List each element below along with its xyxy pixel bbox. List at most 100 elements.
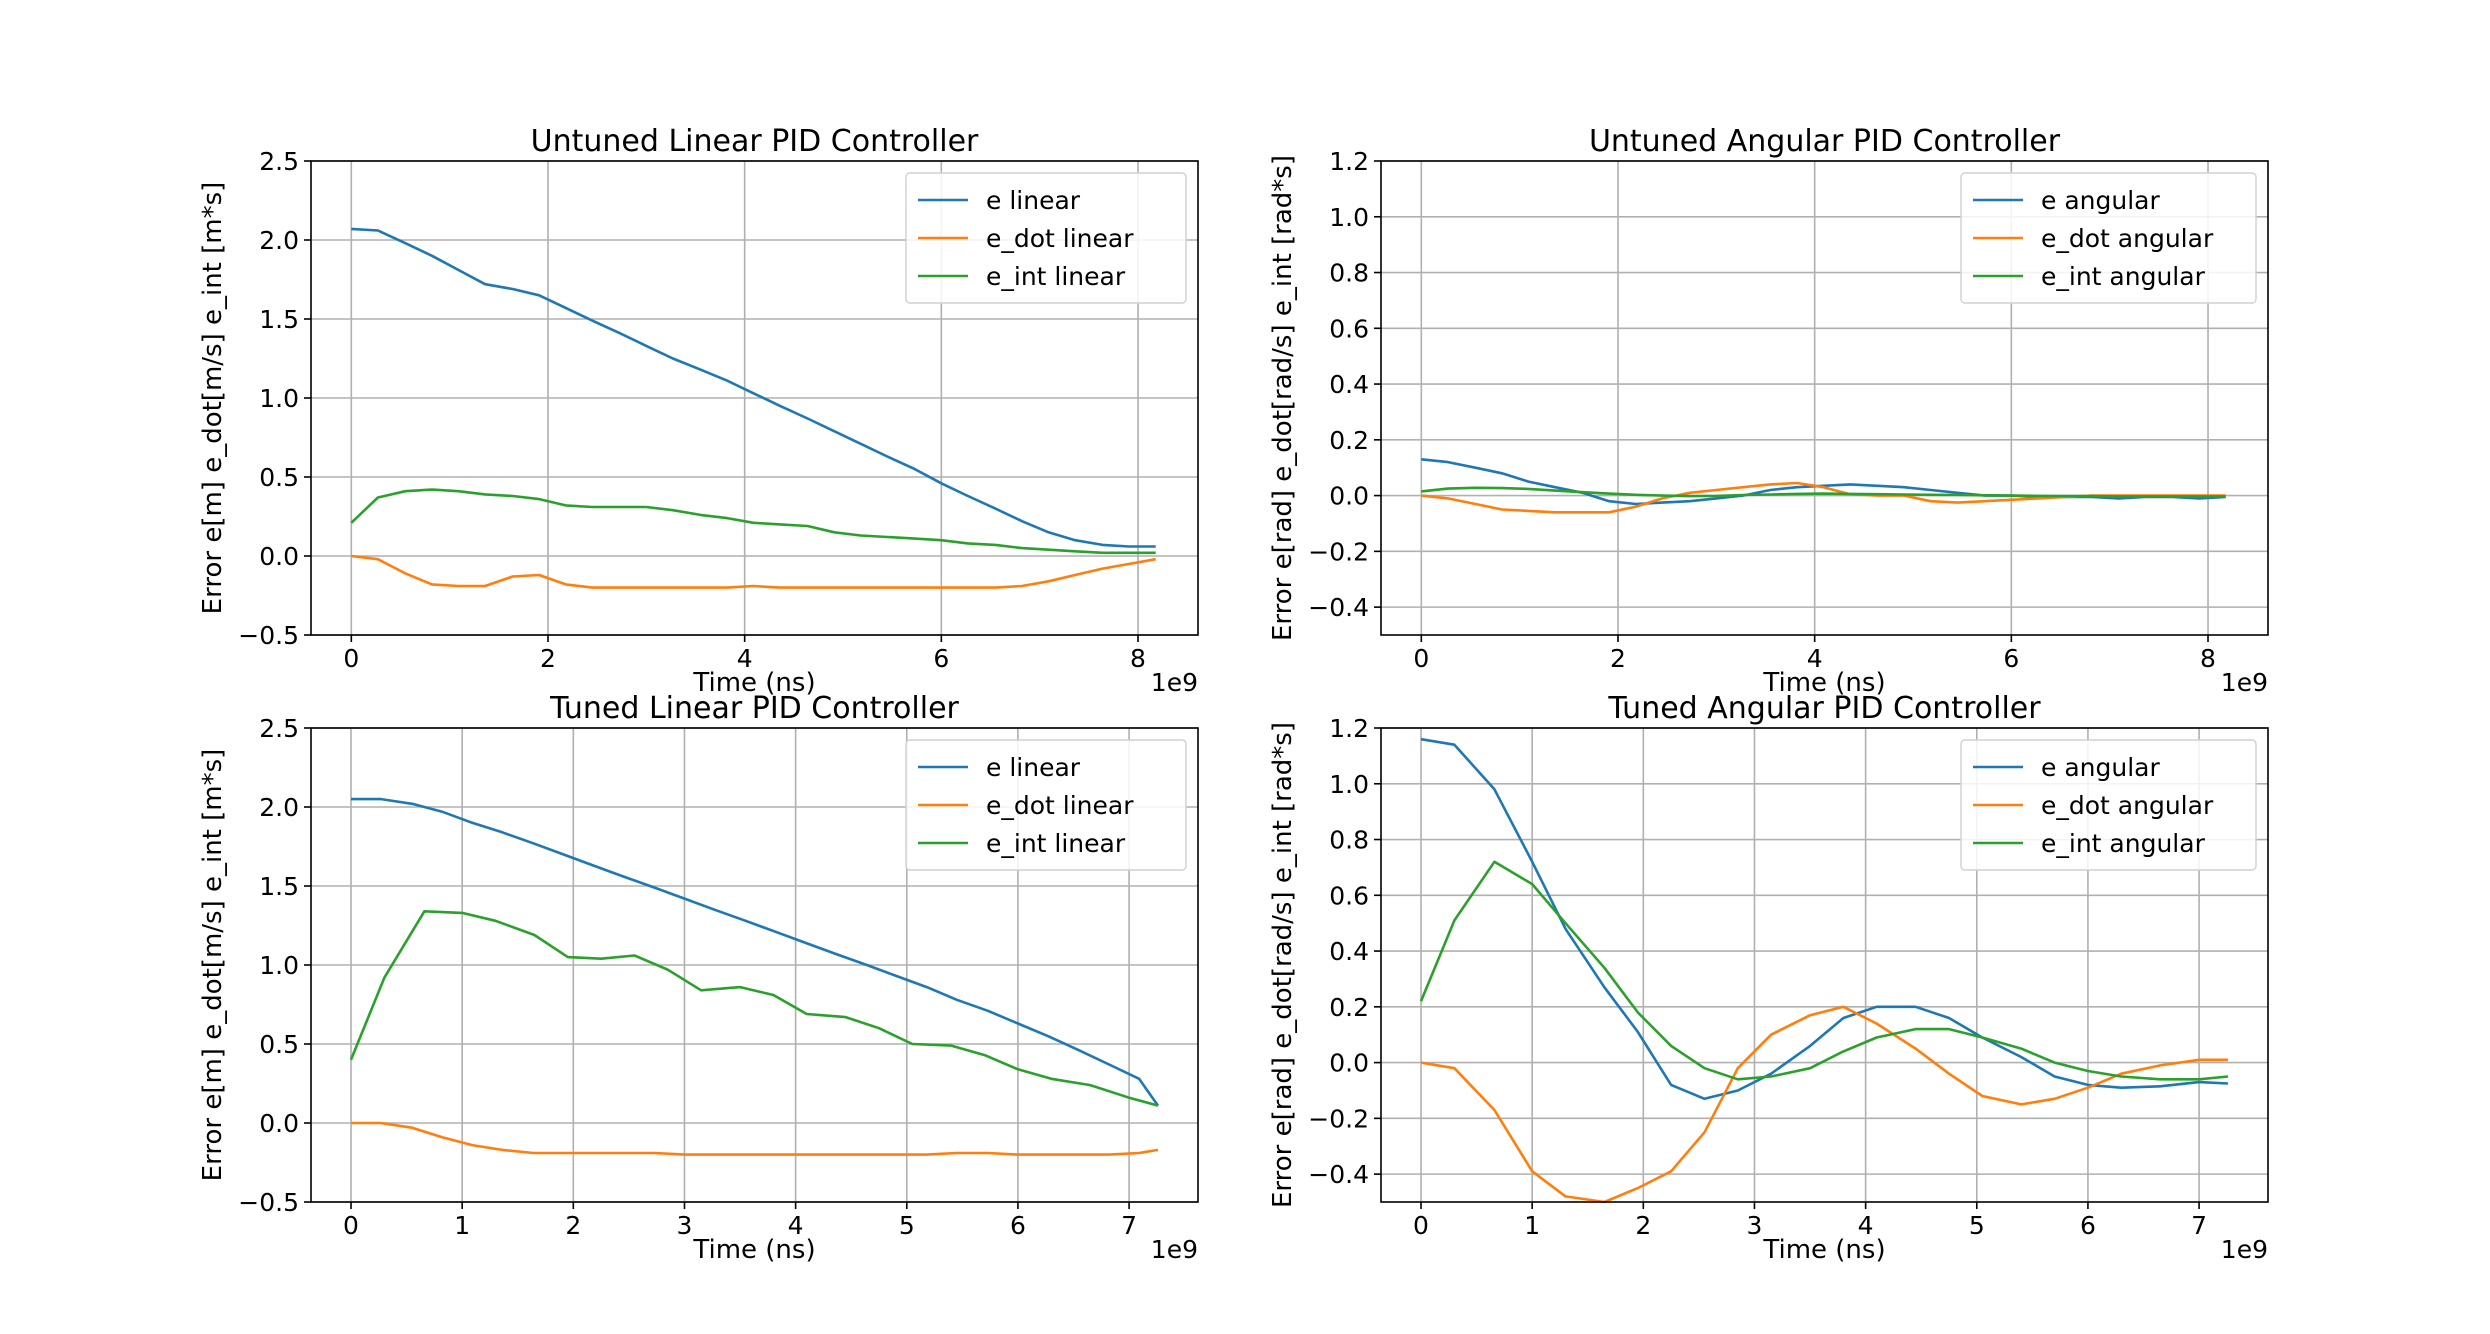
- y-tick-label: 0.5: [259, 463, 299, 492]
- legend: e linear e_dot linear e_int linear: [905, 739, 1187, 871]
- x-tick-label: 1: [454, 1211, 470, 1240]
- x-tick-label: 6: [933, 644, 949, 673]
- x-axis-multiplier: 1e9: [2221, 1235, 2268, 1264]
- y-tick-label: −0.4: [1308, 1160, 1369, 1189]
- legend-label: e_dot angular: [2041, 224, 2214, 253]
- plot-area: 0 2 4 6 8 −0.4 −0.2 0.0 0.2 0.4 0.6 0.8 1.0 1.2 e angu…: [1308, 147, 2269, 673]
- x-tick-label: 0: [343, 1211, 359, 1240]
- x-tick-label: 5: [899, 1211, 915, 1240]
- y-tick-label: 0.5: [259, 1030, 299, 1059]
- legend-box: [1960, 739, 2257, 871]
- x-tick-label: 8: [1130, 644, 1146, 673]
- y-tick-label: 0.0: [259, 1109, 299, 1138]
- legend-label: e_dot linear: [986, 791, 1134, 820]
- x-tick-label: 2: [540, 644, 556, 673]
- y-axis-label: Error e[rad] e_dot[rad/s] e_int [rad*s]: [1268, 155, 1298, 641]
- series-line-3: [1421, 486, 2226, 498]
- y-tick-label: 0.4: [1329, 937, 1369, 966]
- y-tick-label: 2.0: [259, 793, 299, 822]
- plot-area: 0 2 4 6 8 −0.5 0.0 0.5 1.0 1.5 2.0 2.5 e linear e_dot…: [238, 147, 1199, 673]
- legend-label: e angular: [2041, 753, 2160, 782]
- x-axis-multiplier: 1e9: [1151, 668, 1198, 697]
- y-tick-label: 0.4: [1329, 370, 1369, 399]
- y-tick-label: 0.8: [1329, 826, 1369, 855]
- x-tick-label: 5: [1969, 1211, 1985, 1240]
- x-tick-label: 6: [1010, 1211, 1026, 1240]
- x-axis-multiplier: 1e9: [2221, 668, 2268, 697]
- y-tick-label: 0.0: [1329, 1049, 1369, 1078]
- legend-label: e_int linear: [986, 262, 1126, 291]
- y-tick-label: −0.4: [1308, 593, 1369, 622]
- x-tick-label: 2: [1635, 1211, 1651, 1240]
- subplot-title: Tuned Linear PID Controller: [549, 691, 959, 726]
- y-tick-label: 1.5: [259, 305, 299, 334]
- x-axis-multiplier: 1e9: [1151, 1235, 1198, 1264]
- legend: e angular e_dot angular e_int angular: [1960, 172, 2257, 304]
- legend-label: e linear: [986, 186, 1081, 215]
- y-tick-label: 1.2: [1329, 147, 1369, 176]
- y-tick-label: 1.0: [259, 384, 299, 413]
- series-line-3: [1419, 860, 2229, 1081]
- x-tick-label: 0: [1413, 1211, 1429, 1240]
- series-line-1: [351, 227, 1156, 548]
- x-tick-label: 4: [788, 1211, 804, 1240]
- series-line-2: [351, 554, 1156, 589]
- legend-label: e_int angular: [2041, 829, 2206, 858]
- x-tick-label: 3: [677, 1211, 693, 1240]
- y-tick-label: −0.2: [1308, 537, 1369, 566]
- x-axis-label: Time (ns): [692, 668, 815, 698]
- subplot-title: Untuned Linear PID Controller: [531, 124, 979, 159]
- y-axis-label: Error e[m] e_dot[m/s] e_int [m*s]: [198, 182, 228, 615]
- x-tick-label: 2: [1610, 644, 1626, 673]
- x-tick-label: 4: [1807, 644, 1823, 673]
- x-tick-label: 7: [1121, 1211, 1137, 1240]
- subplot-tuned-angular: 0 1 2 3 4 5 6 7 −0.4 −0.2 0.0 0.2 0.4 0.6 0.8 1.0 1.2 e a…: [1268, 691, 2269, 1265]
- y-tick-label: 2.5: [259, 147, 299, 176]
- y-axis-label: Error e[rad] e_dot[rad/s] e_int [rad*s]: [1268, 722, 1298, 1208]
- y-tick-label: 2.0: [259, 226, 299, 255]
- x-axis-label: Time (ns): [1762, 1235, 1885, 1265]
- subplot-untuned-linear: 0 2 4 6 8 −0.5 0.0 0.5 1.0 1.5 2.0 2.5 e linear e_dot…: [198, 124, 1199, 698]
- legend-label: e_int linear: [986, 829, 1126, 858]
- x-tick-label: 0: [343, 644, 359, 673]
- y-tick-label: 1.0: [259, 951, 299, 980]
- subplot-title: Untuned Angular PID Controller: [1589, 124, 2061, 159]
- legend-box: [1960, 172, 2257, 304]
- y-tick-label: −0.5: [238, 1188, 299, 1217]
- legend-label: e linear: [986, 753, 1081, 782]
- y-tick-label: 2.5: [259, 714, 299, 743]
- y-tick-label: −0.5: [238, 621, 299, 650]
- series-line-3: [350, 488, 1156, 555]
- plot-area: 0 1 2 3 4 5 6 7 −0.4 −0.2 0.0 0.2 0.4 0.6 0.8 1.0 1.2 e a…: [1308, 714, 2269, 1240]
- subplot-title: Tuned Angular PID Controller: [1607, 691, 2041, 726]
- y-tick-label: 1.5: [259, 872, 299, 901]
- y-tick-label: 0.0: [1329, 482, 1369, 511]
- legend: e linear e_dot linear e_int linear: [905, 172, 1187, 304]
- y-tick-label: 0.2: [1329, 993, 1369, 1022]
- subplot-untuned-angular: 0 2 4 6 8 −0.4 −0.2 0.0 0.2 0.4 0.6 0.8 1.0 1.2 e angu…: [1268, 124, 2269, 698]
- y-tick-label: 1.0: [1329, 770, 1369, 799]
- y-tick-label: 0.6: [1329, 314, 1369, 343]
- x-tick-label: 4: [1858, 1211, 1874, 1240]
- y-tick-label: 1.2: [1329, 714, 1369, 743]
- y-tick-label: 0.0: [259, 542, 299, 571]
- x-tick-label: 8: [2200, 644, 2216, 673]
- legend-box: [905, 739, 1187, 871]
- series-line-3: [349, 909, 1159, 1107]
- axes-frame: [1380, 160, 2269, 636]
- legend: e angular e_dot angular e_int angular: [1960, 739, 2257, 871]
- series-line-2: [351, 1121, 1159, 1156]
- x-tick-label: 4: [737, 644, 753, 673]
- y-tick-label: 1.0: [1329, 203, 1369, 232]
- x-tick-label: 3: [1747, 1211, 1763, 1240]
- series-line-2: [1420, 1005, 2228, 1204]
- x-axis-label: Time (ns): [1762, 668, 1885, 698]
- x-tick-label: 7: [2191, 1211, 2207, 1240]
- y-axis-label: Error e[m] e_dot[m/s] e_int [m*s]: [198, 749, 228, 1182]
- legend-label: e angular: [2041, 186, 2160, 215]
- y-tick-label: 0.6: [1329, 881, 1369, 910]
- axes-frame: [1380, 727, 2269, 1203]
- x-axis-label: Time (ns): [692, 1235, 815, 1265]
- x-tick-label: 6: [2003, 644, 2019, 673]
